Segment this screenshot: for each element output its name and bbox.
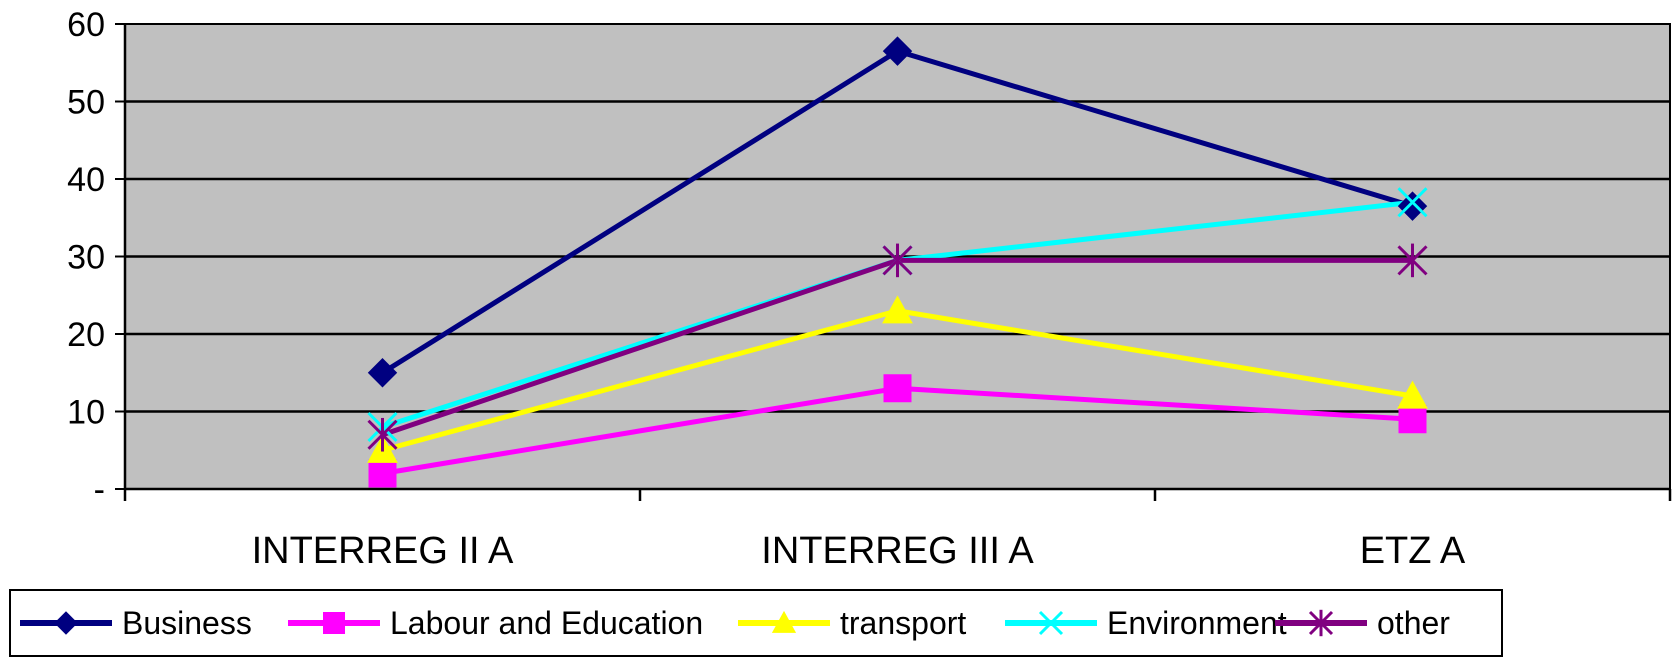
legend-label: other [1377,605,1450,641]
data-point [1398,405,1427,434]
y-tick-label: 60 [67,6,105,44]
legend-label: transport [840,605,966,641]
x-tick-label: INTERREG III A [761,530,1034,572]
data-point [1397,191,1428,221]
data-point [1308,609,1334,637]
data-point [1397,380,1428,409]
data-point [882,243,913,278]
y-tick-label: 30 [67,239,105,277]
data-point [771,610,797,633]
legend-entry: transport [738,605,966,641]
legend-entry: other [1275,605,1450,641]
y-tick-label: 10 [67,394,105,432]
data-point [54,611,78,635]
axes: - 10 20 30 40 50 60 INTERREG II A INTERREG III A… [67,6,1672,572]
legend: Business Labour and Education transport Env… [9,589,1503,657]
data-point [1397,187,1428,218]
y-tick-label: 50 [67,84,105,122]
legend-label: Business [122,605,252,641]
data-point [882,36,913,66]
data-point [1397,243,1428,278]
data-point [367,417,398,452]
legend-entry: Labour and Education [288,605,703,641]
data-point [368,459,397,488]
x-tick-label: ETZ A [1360,530,1466,572]
y-tick-label: 40 [67,161,105,199]
series-lines [367,36,1428,488]
legend-label: Labour and Education [390,605,703,641]
legend-entry: Environment [1005,605,1287,641]
x-tick-label: INTERREG II A [252,530,514,572]
y-tick-label: 20 [67,316,105,354]
legend-entry: Business [20,605,252,641]
data-point [1038,610,1064,636]
data-point [883,374,912,403]
y-tick-label: - [94,471,105,509]
data-point [367,358,398,388]
data-point [882,295,913,324]
data-point [323,612,345,634]
legend-label: Environment [1107,605,1287,641]
